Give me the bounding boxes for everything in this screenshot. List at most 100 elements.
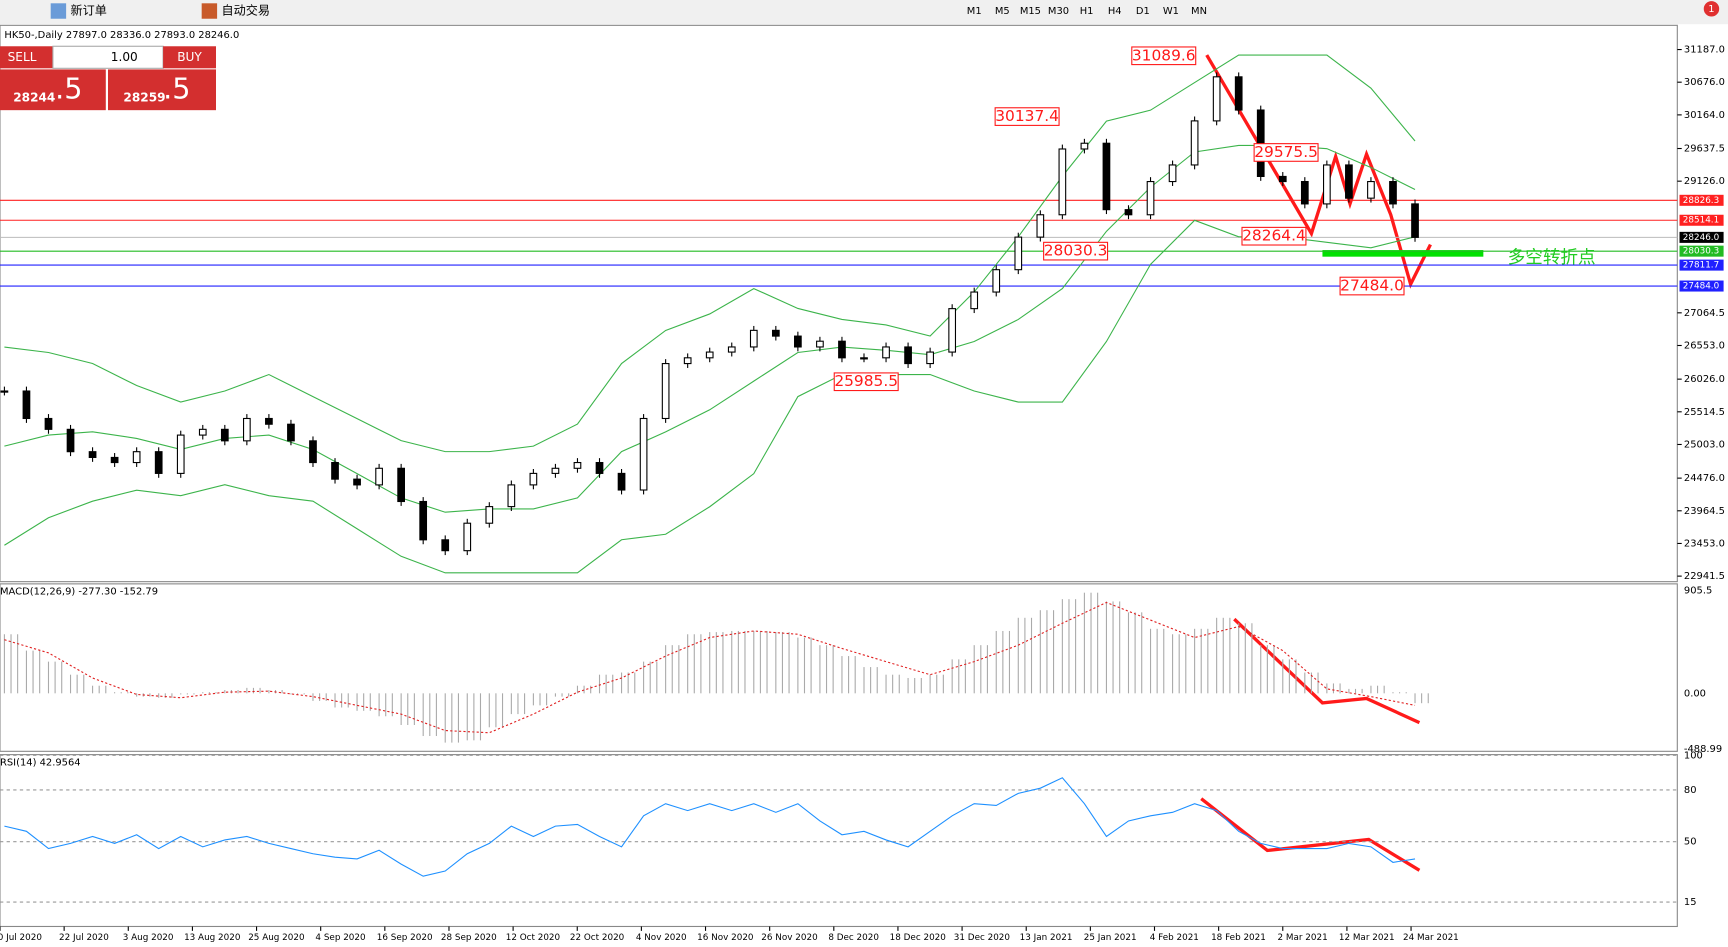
x-tick-label: 4 Feb 2021 [1150, 933, 1199, 943]
candle [992, 269, 1001, 293]
y-tick-label: 26026.0 [1684, 374, 1725, 385]
candle [595, 461, 604, 474]
buy-label[interactable]: BUY [177, 50, 202, 64]
rsi-header: RSI(14) 42.9564 [0, 757, 81, 768]
candle [1300, 181, 1309, 205]
x-tick-label: 8 Dec 2020 [828, 933, 879, 943]
level-tag [1679, 259, 1724, 271]
timeframe[interactable]: H1 [1080, 6, 1094, 17]
x-tick-label: 26 Nov 2020 [761, 933, 818, 943]
annotation-box [1253, 143, 1319, 162]
bid-box[interactable] [0, 69, 106, 111]
notification-badge[interactable] [1703, 1, 1720, 17]
pivot-text: 多空转折点 [1508, 248, 1596, 268]
candle [110, 456, 119, 464]
sell-button[interactable] [0, 46, 53, 69]
new-order[interactable]: 新订单 [71, 3, 107, 18]
timeframe[interactable]: MN [1191, 6, 1207, 17]
candle [463, 522, 472, 552]
autotrade-icon[interactable] [201, 3, 218, 19]
y-tick-label: 29126.0 [1684, 176, 1725, 187]
timeframe[interactable]: W1 [1163, 6, 1179, 17]
level-tag [1679, 231, 1724, 243]
bollinger-upper [4, 54, 1416, 453]
annotation: 29575.5 [1254, 143, 1318, 161]
level-tag [1679, 194, 1724, 206]
new-order-icon[interactable] [50, 3, 67, 19]
y-tick-label: 80 [1684, 785, 1697, 796]
candle [749, 329, 758, 348]
lots-input[interactable] [52, 45, 164, 69]
candle [838, 340, 846, 359]
y-tick-label: 26553.0 [1684, 340, 1725, 351]
candle [639, 417, 648, 491]
x-tick-label: 25 Aug 2020 [248, 933, 305, 943]
autotrade[interactable]: 自动交易 [222, 3, 270, 18]
candle [1234, 76, 1243, 111]
candle [44, 417, 53, 430]
candle [154, 451, 163, 474]
candle [265, 417, 273, 425]
level-label: 28826.3 [1683, 196, 1719, 206]
candle [882, 346, 890, 359]
candle [816, 340, 824, 348]
candle [1146, 181, 1155, 216]
candle [771, 329, 780, 337]
level-label: 27484.0 [1683, 282, 1720, 292]
annotation-box [1131, 46, 1197, 66]
toolbar [0, 0, 1728, 25]
bid-main: 28244 [13, 91, 55, 105]
macd-panel [0, 583, 1678, 752]
candle [904, 346, 912, 365]
candle [1036, 214, 1045, 238]
y-tick-label: 24476.0 [1684, 473, 1725, 484]
timeframe[interactable]: D1 [1136, 6, 1150, 17]
x-tick-label: 18 Dec 2020 [890, 933, 947, 943]
y-tick-label: 31187.0 [1684, 45, 1725, 56]
y-tick-label: -488.99 [1684, 744, 1722, 755]
candle [794, 335, 802, 348]
annotation-box [994, 107, 1060, 126]
candle [1190, 120, 1199, 166]
timeframe[interactable]: M30 [1048, 6, 1069, 17]
candle [242, 417, 251, 442]
candle [1014, 236, 1023, 271]
candle [551, 467, 560, 474]
x-tick-label: 31 Dec 2020 [954, 933, 1011, 943]
timeframe[interactable]: M5 [995, 6, 1010, 17]
candle [287, 423, 295, 442]
sell-label[interactable]: SELL [8, 50, 37, 64]
candle [309, 440, 317, 464]
ask-box[interactable] [108, 69, 216, 111]
timeframe[interactable]: M1 [967, 6, 982, 17]
candle [397, 467, 405, 503]
y-tick-label: 25003.0 [1684, 439, 1725, 450]
buy-button[interactable] [163, 46, 216, 69]
x-tick-label: 3 Aug 2020 [123, 933, 174, 943]
timeframe[interactable]: H4 [1108, 6, 1122, 17]
x-tick-label: 12 Oct 2020 [506, 933, 561, 943]
macd-header: MACD(12,26,9) -277.30 -152.79 [0, 587, 158, 598]
level-label: 28246.0 [1683, 233, 1720, 243]
candle [441, 539, 450, 552]
rsi-line [4, 777, 1416, 877]
annotation: 28030.3 [1044, 242, 1108, 260]
candle [198, 428, 207, 436]
x-tick-label: 12 Mar 2021 [1339, 933, 1395, 943]
lots[interactable]: 1.00 [111, 50, 138, 64]
candle [705, 351, 714, 359]
level-label: 28030.3 [1683, 247, 1719, 257]
timeframe[interactable]: M15 [1020, 6, 1041, 17]
bollinger-middle [4, 144, 1416, 513]
level-tag [1679, 214, 1724, 226]
x-tick-label: 18 Feb 2021 [1211, 933, 1266, 943]
annotation-box [1241, 226, 1307, 246]
candle [176, 434, 185, 474]
x-tick-label: 16 Sep 2020 [377, 933, 433, 943]
candle [353, 478, 361, 486]
candle [0, 390, 9, 393]
candle [617, 472, 626, 491]
candle [507, 484, 516, 508]
candle [1322, 164, 1331, 205]
